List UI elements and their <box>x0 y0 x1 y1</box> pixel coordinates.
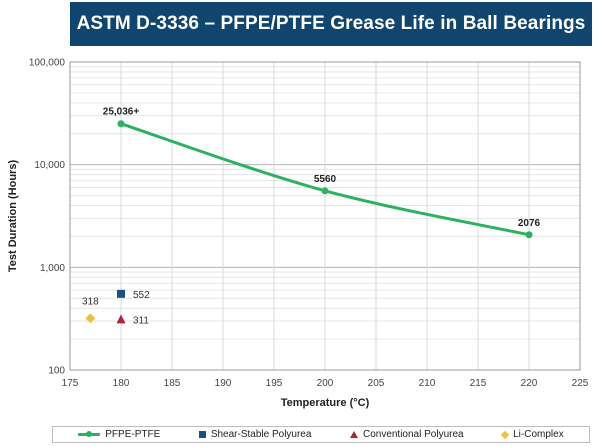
legend-label: Li-Complex <box>513 429 564 440</box>
data-label: 5560 <box>314 174 337 185</box>
chart-title: ASTM D-3336 – PFPE/PTFE Grease Life in B… <box>70 2 592 46</box>
legend-label: PFPE-PTFE <box>105 429 161 440</box>
x-tick-label: 175 <box>62 378 79 389</box>
y-tick-label: 100,000 <box>29 58 66 69</box>
y-tick-label: 100 <box>48 366 65 377</box>
data-point <box>117 289 125 298</box>
data-point <box>321 187 329 195</box>
x-tick-label: 180 <box>113 378 130 389</box>
x-axis-title: Temperature (°C) <box>281 397 370 409</box>
legend-label: Shear-Stable Polyurea <box>210 429 312 440</box>
x-tick-label: 225 <box>572 378 589 389</box>
legend-label: Conventional Polyurea <box>362 429 464 440</box>
y-axis-title: Test Duration (Hours) <box>7 160 19 273</box>
data-label: 318 <box>82 296 99 307</box>
triangle-marker-icon <box>349 431 358 438</box>
legend-item-conventional-polyurea: Conventional Polyurea <box>349 429 464 440</box>
data-point <box>116 314 126 324</box>
y-tick-label: 10,000 <box>34 160 65 171</box>
x-tick-label: 210 <box>419 378 436 389</box>
data-label: 311 <box>133 315 149 326</box>
diamond-marker-icon <box>500 430 510 439</box>
legend-item-li-complex: Li-Complex <box>500 429 564 440</box>
data-point <box>85 313 96 324</box>
chart-legend: PFPE-PTFE Shear-Stable Polyurea Conventi… <box>52 426 590 443</box>
x-tick-label: 220 <box>521 378 538 389</box>
square-marker-icon <box>198 431 206 438</box>
data-point <box>117 120 125 128</box>
data-point <box>525 231 533 239</box>
y-tick-label: 1,000 <box>40 263 65 274</box>
x-tick-label: 215 <box>470 378 487 389</box>
data-label: 2076 <box>518 218 541 229</box>
plot-border <box>69 61 581 371</box>
legend-item-pfpe-ptfe: PFPE-PTFE <box>78 429 160 440</box>
x-tick-label: 190 <box>215 378 232 389</box>
data-label: 552 <box>133 290 150 301</box>
x-tick-label: 205 <box>368 378 385 389</box>
x-tick-label: 185 <box>164 378 181 389</box>
line-marker-icon <box>78 431 101 437</box>
x-tick-label: 195 <box>266 378 283 389</box>
x-tick-label: 200 <box>317 378 334 389</box>
legend-item-shear-stable-polyurea: Shear-Stable Polyurea <box>198 429 312 440</box>
data-label: 25,036+ <box>103 107 140 118</box>
